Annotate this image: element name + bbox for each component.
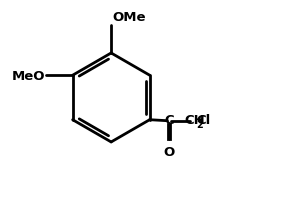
Text: 2: 2 bbox=[196, 119, 203, 129]
Text: C: C bbox=[164, 114, 174, 126]
Text: O: O bbox=[163, 145, 174, 158]
Text: Cl: Cl bbox=[197, 114, 211, 127]
Text: MeO: MeO bbox=[12, 69, 45, 82]
Text: CH: CH bbox=[184, 114, 205, 127]
Text: OMe: OMe bbox=[112, 11, 146, 23]
